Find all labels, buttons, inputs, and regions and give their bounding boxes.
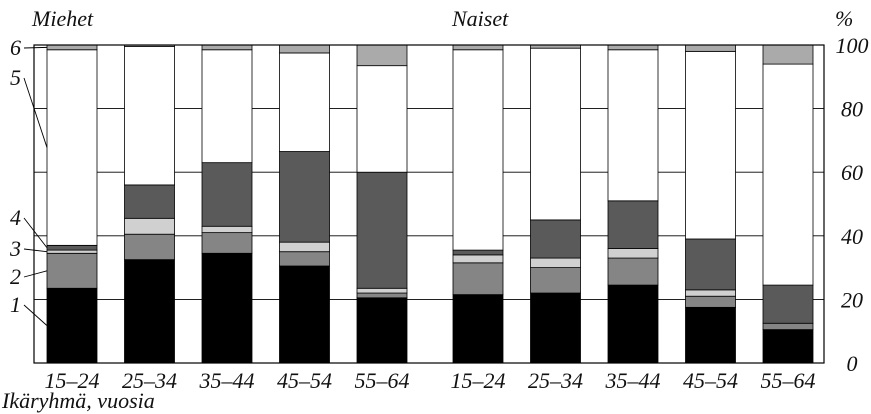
legend-leader-line: [23, 77, 48, 148]
legend-label-3: 3: [9, 236, 21, 261]
bar-segment-2: [607, 257, 659, 286]
group-label-women: Naiset: [451, 6, 509, 31]
bar-segment-4: [46, 244, 98, 251]
x-tick-label: 45–54: [277, 368, 332, 393]
legend-label-1: 1: [10, 292, 21, 317]
bar-segment-6: [201, 44, 253, 51]
bar-segment-1: [124, 259, 175, 364]
bar-segment-1: [356, 297, 408, 364]
bar-segment-5: [452, 49, 504, 251]
bar-segment-2: [124, 233, 175, 261]
x-tick-label: 15–24: [45, 368, 100, 393]
bar-segment-4: [356, 171, 408, 289]
bar-segment-1: [46, 287, 98, 364]
x-ticks: 15–24 25–34 35–44 45–54 55–64 15–24 25–34 35–44…: [45, 368, 816, 393]
bar-segment-4: [685, 238, 736, 291]
x-tick-label: 45–54: [683, 368, 738, 393]
bar-segment-5: [279, 52, 330, 152]
bar-segment-5: [46, 49, 98, 246]
bar-segment-6: [762, 44, 814, 65]
bar-segment-3: [124, 217, 175, 235]
x-tick-label: 55–64: [761, 368, 816, 393]
bar-segment-5: [356, 65, 408, 173]
bar-segment-4: [201, 162, 253, 227]
bar-segment-6: [46, 44, 98, 51]
bar-segment-6: [607, 44, 659, 51]
bar-segment-1: [762, 329, 814, 364]
bar-segment-4: [607, 200, 659, 249]
y-ticks: 0 20 40 60 80 100: [836, 33, 869, 376]
x-tick-label: 55–64: [355, 368, 410, 393]
bar-segment-6: [685, 44, 736, 52]
legend-leader-line: [23, 46, 48, 49]
bar-segment-1: [279, 265, 330, 364]
y-tick-label: 60: [841, 160, 863, 185]
bar-segment-3: [279, 241, 330, 253]
bar-segment-4: [452, 249, 504, 256]
group-label-men: Miehet: [31, 6, 94, 31]
x-tick-label: 15–24: [451, 368, 506, 393]
bar-segment-3: [607, 248, 659, 259]
legend-leader-line: [23, 304, 48, 326]
bar-segment-3: [452, 254, 504, 264]
bar-segment-5: [607, 49, 659, 202]
y-tick-label: 100: [836, 33, 869, 58]
bar-segment-2: [762, 322, 814, 331]
legend-leader-line: [23, 217, 48, 249]
legend: 1 2 3 4 5 6: [9, 35, 48, 326]
bars: [46, 44, 814, 364]
y-tick-label: 20: [841, 287, 863, 312]
bar-segment-1: [201, 252, 253, 364]
x-tick-label: 25–34: [528, 368, 583, 393]
bar-segment-6: [356, 44, 408, 67]
bar-segment-5: [124, 46, 175, 186]
bar-segment-5: [762, 63, 814, 286]
bar-segment-5: [201, 49, 253, 164]
bar-segment-4: [530, 219, 581, 259]
bar-segment-5: [685, 50, 736, 240]
y-tick-label: 40: [841, 224, 863, 249]
x-tick-label: 35–44: [199, 368, 255, 393]
bar-segment-3: [685, 289, 736, 297]
bar-segment-2: [356, 292, 408, 299]
x-tick-label: 35–44: [605, 368, 661, 393]
bar-segment-1: [530, 292, 581, 364]
bar-segment-3: [530, 257, 581, 268]
bar-segment-2: [685, 295, 736, 308]
legend-label-5: 5: [10, 65, 21, 90]
x-tick-label: 25–34: [122, 368, 177, 393]
bar-segment-4: [762, 284, 814, 324]
bar-segment-1: [685, 306, 736, 364]
legend-leader-line: [23, 270, 48, 278]
bar-segment-3: [201, 225, 253, 234]
x-axis-title: Ikäryhmä, vuosia: [1, 388, 155, 413]
bar-segment-2: [530, 267, 581, 294]
bar-segment-4: [279, 151, 330, 243]
bar-segment-3: [46, 249, 98, 254]
bar-segment-6: [452, 44, 504, 51]
bar-segment-2: [279, 251, 330, 267]
y-tick-label: 0: [847, 351, 858, 376]
bar-segment-5: [530, 47, 581, 221]
bar-segment-2: [46, 252, 98, 289]
bar-segment-2: [452, 262, 504, 296]
legend-label-6: 6: [10, 35, 21, 60]
bar-segment-4: [124, 184, 175, 219]
bar-segment-2: [201, 232, 253, 254]
y-tick-label: 80: [841, 97, 863, 122]
bar-segment-1: [452, 294, 504, 364]
y-axis-unit: %: [835, 6, 853, 31]
bar-segment-1: [607, 284, 659, 364]
legend-leader-line: [23, 248, 48, 253]
legend-label-2: 2: [10, 264, 21, 289]
bar-segment-3: [356, 287, 408, 294]
legend-label-4: 4: [10, 205, 21, 230]
plot-frame: [33, 44, 825, 364]
bar-segment-6: [279, 44, 330, 54]
